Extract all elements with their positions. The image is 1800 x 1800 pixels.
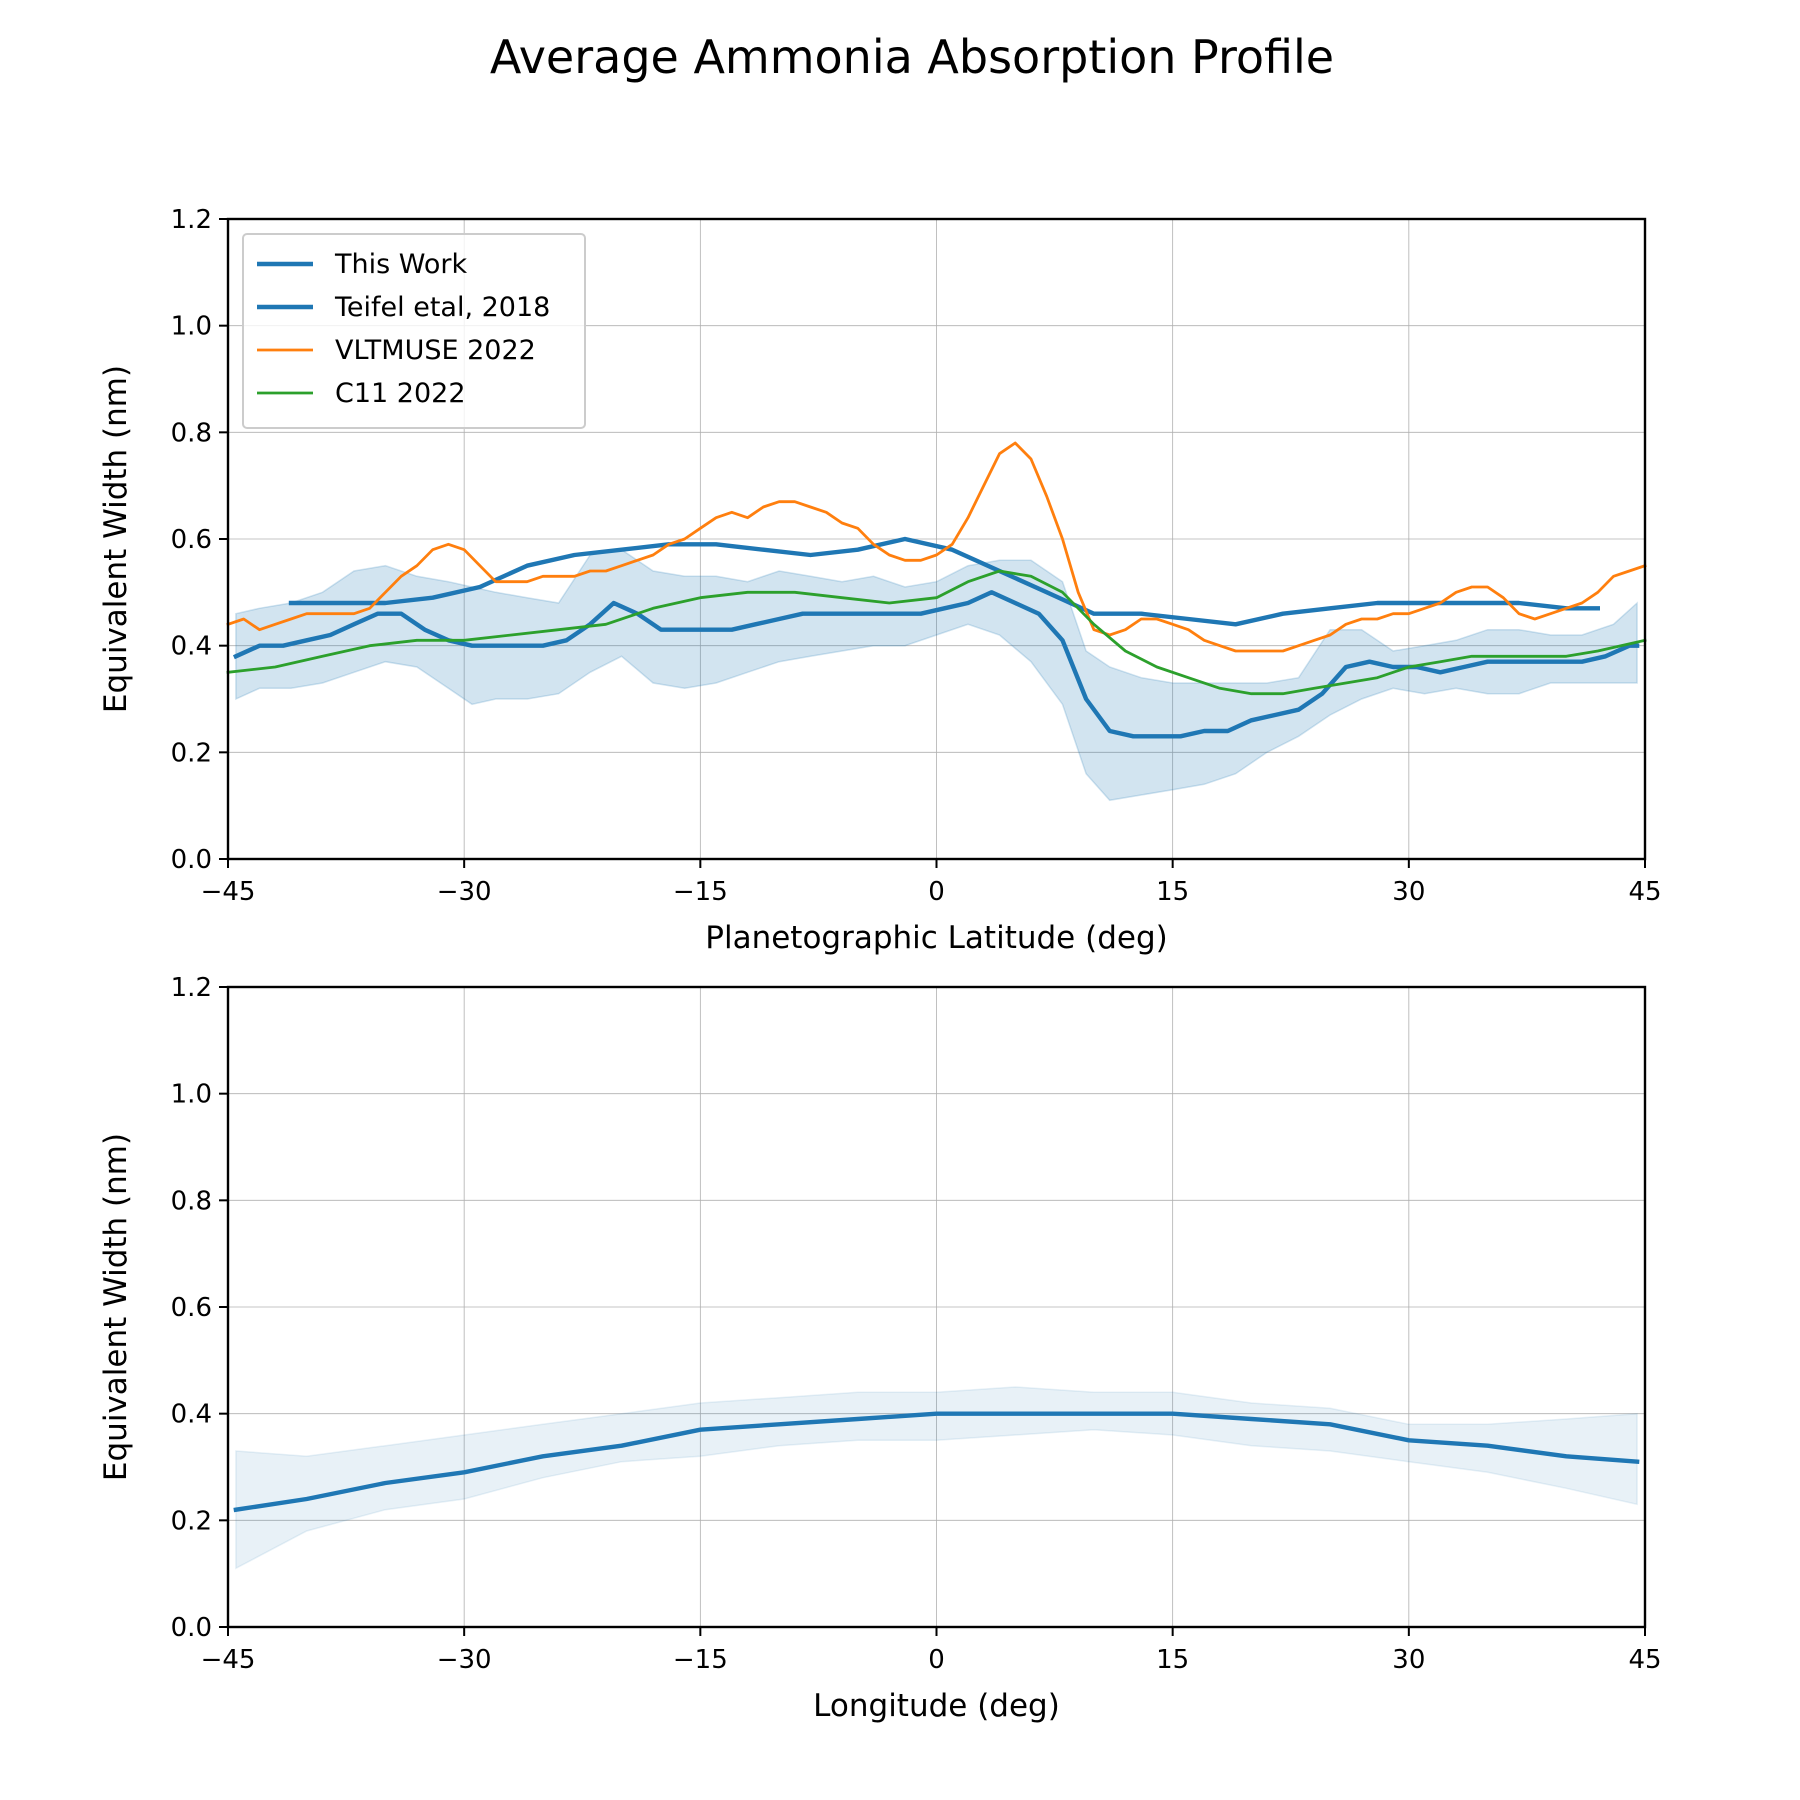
y-tick-label: 0.6 xyxy=(171,1293,212,1323)
longitude-panel: −45 −30 −15 0 15 30 45 0.0 0.2 0.4 0.6 0.8 1.0 1.2 Lon… xyxy=(98,973,1662,1724)
legend-entry: C11 2022 xyxy=(335,378,466,409)
x-tick-label: 45 xyxy=(1628,877,1661,907)
x-tick-label: −30 xyxy=(437,1645,492,1675)
x-tick-label: 15 xyxy=(1156,1645,1189,1675)
x-tick-label: 0 xyxy=(928,877,945,907)
y-tick-label: 0.0 xyxy=(171,845,212,875)
y-tick-label: 0.0 xyxy=(171,1613,212,1643)
legend: This Work Teifel etal, 2018 VLTMUSE 2022 C1… xyxy=(242,233,586,429)
x-tick-label: −45 xyxy=(201,1645,256,1675)
figure-title: Average Ammonia Absorption Profile xyxy=(490,30,1334,84)
uncertainty-band xyxy=(235,1386,1638,1570)
y-tick-label: 0.8 xyxy=(171,1186,212,1216)
x-tick-label: −30 xyxy=(437,877,492,907)
series-line-0 xyxy=(233,1411,1640,1513)
latitude-panel: −45 −30 −15 0 15 30 45 0.0 0.2 0.4 0.6 0.8 1.0 1.2 Pla… xyxy=(98,205,1662,956)
x-tick-label: 30 xyxy=(1392,877,1425,907)
x-tick-label: 15 xyxy=(1156,877,1189,907)
y-tick-label: 1.0 xyxy=(171,312,212,342)
y-tick-label: 0.4 xyxy=(171,632,212,662)
y-tick-label: 1.2 xyxy=(171,973,212,1003)
y-tick-label: 1.2 xyxy=(171,205,212,235)
x-tick-label: 30 xyxy=(1392,1645,1425,1675)
x-tick-label: 0 xyxy=(928,1645,945,1675)
x-tick-label: −15 xyxy=(673,877,728,907)
y-tick-label: 0.4 xyxy=(171,1400,212,1430)
y-tick-label: 1.0 xyxy=(171,1080,212,1110)
y-tick-label: 0.2 xyxy=(171,1506,212,1536)
y-tick-label: 0.6 xyxy=(171,525,212,555)
x-tick-label: 45 xyxy=(1628,1645,1661,1675)
x-tick-label: −45 xyxy=(201,877,256,907)
y-tick-label: 0.2 xyxy=(171,738,212,768)
legend-entry: Teifel etal, 2018 xyxy=(334,292,550,323)
x-axis-label: Longitude (deg) xyxy=(813,1688,1060,1724)
y-tick-label: 0.8 xyxy=(171,418,212,448)
x-tick-label: −15 xyxy=(673,1645,728,1675)
series-line-1 xyxy=(288,536,1600,627)
y-axis-label: Equivalent Width (nm) xyxy=(98,1133,134,1481)
series-line-2 xyxy=(226,441,1647,653)
series-line-3 xyxy=(226,569,1647,696)
x-axis-label: Planetographic Latitude (deg) xyxy=(705,920,1167,956)
legend-box xyxy=(242,233,586,429)
uncertainty-band xyxy=(235,548,1638,802)
y-axis-label: Equivalent Width (nm) xyxy=(98,365,134,713)
legend-entry: This Work xyxy=(334,249,467,280)
legend-entry: VLTMUSE 2022 xyxy=(335,335,536,366)
